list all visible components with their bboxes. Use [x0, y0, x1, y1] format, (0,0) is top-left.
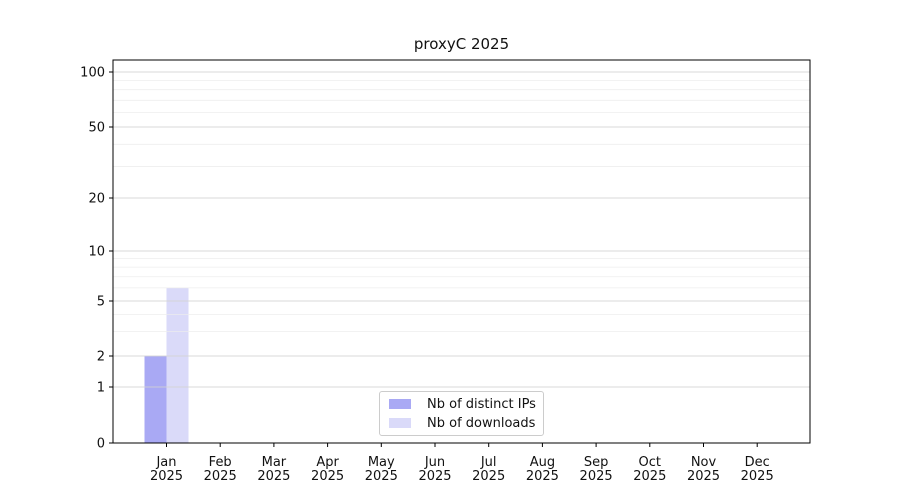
x-tick-label: Aug 2025 [526, 455, 559, 484]
legend-swatch-distinct-ips [389, 399, 411, 409]
y-tick-label: 1 [97, 381, 105, 396]
x-tick-label: Sep 2025 [580, 455, 613, 484]
x-tick-label: Dec 2025 [741, 455, 774, 484]
x-tick-label: Feb 2025 [204, 455, 237, 484]
x-tick-label: Nov 2025 [687, 455, 720, 484]
y-tick-label: 2 [97, 350, 105, 365]
x-tick-label: Mar 2025 [257, 455, 290, 484]
x-tick-label: Apr 2025 [311, 455, 344, 484]
x-tick-label: Jan 2025 [150, 455, 183, 484]
y-tick-label: 100 [80, 66, 105, 81]
legend-item-distinct-ips: Nb of distinct IPs [389, 397, 537, 412]
chart-title: proxyC 2025 [413, 35, 510, 53]
y-tick-label: 50 [88, 121, 105, 136]
y-tick-label: 0 [97, 437, 105, 452]
y-tick-label: 20 [88, 192, 105, 207]
x-tick-label: Oct 2025 [633, 455, 666, 484]
x-tick-label: Jun 2025 [418, 455, 451, 484]
legend-swatch-downloads [389, 418, 411, 428]
y-tick-label: 5 [97, 295, 105, 310]
legend: Nb of distinct IPs Nb of downloads [379, 391, 544, 436]
legend-item-downloads: Nb of downloads [389, 416, 537, 431]
x-tick-label: Jul 2025 [472, 455, 505, 484]
y-tick-label: 10 [88, 245, 105, 260]
bar-nb-of-downloads [166, 287, 189, 443]
bar-nb-of-distinct-ips [144, 356, 167, 443]
x-tick-label: May 2025 [365, 455, 398, 484]
legend-label-downloads: Nb of downloads [427, 415, 536, 431]
legend-label-distinct-ips: Nb of distinct IPs [427, 396, 536, 412]
